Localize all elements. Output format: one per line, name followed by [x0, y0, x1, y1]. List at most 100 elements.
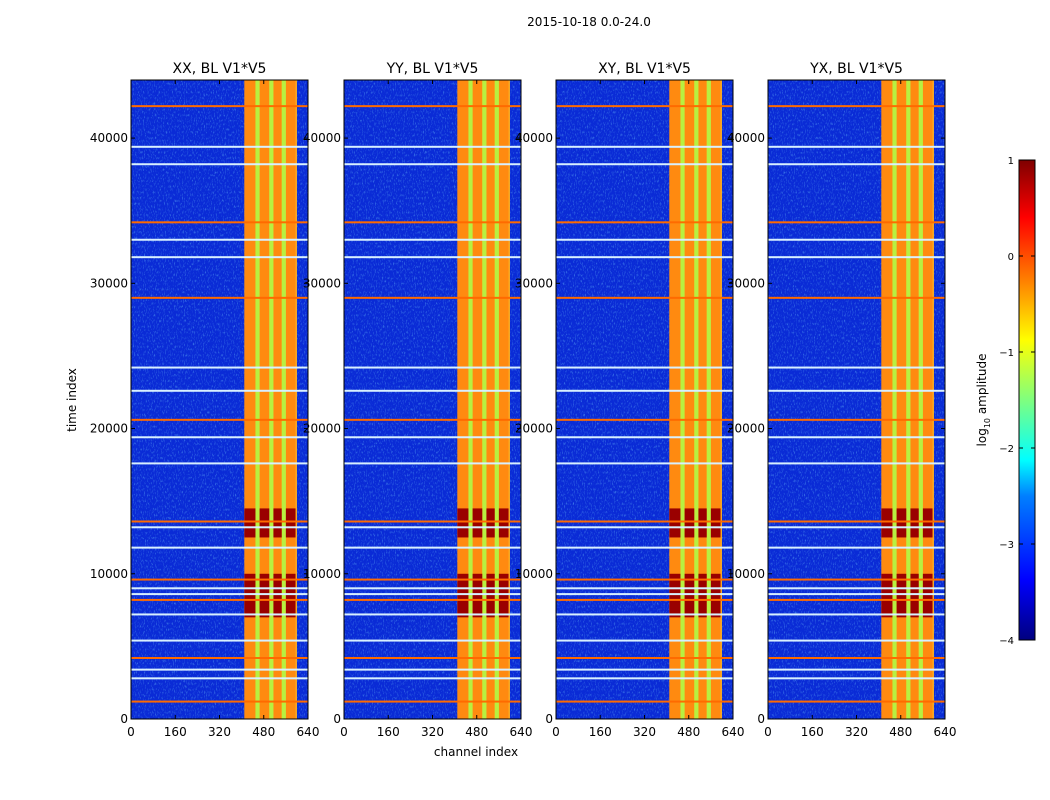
hot-region-2-3 [910, 508, 919, 538]
band-gap-1 [468, 80, 473, 719]
hot-region-2-4 [710, 508, 721, 538]
rfi-row [768, 639, 945, 642]
rfi-row [768, 256, 945, 259]
panel-1: XX, BL V1*V5 0 160 320 480 640 0 10000 20000 3000… [90, 61, 320, 739]
hot-region-1-2 [896, 573, 907, 618]
colorbar-tick-label: 0 [1008, 252, 1014, 263]
panel-title: XX, BL V1*V5 [173, 61, 267, 77]
y-tick-label: 40000 [727, 131, 765, 145]
hot-region-1-1 [669, 573, 681, 618]
colorbar-label: log10 amplitude [975, 354, 992, 447]
rfi-row [768, 657, 945, 660]
panel-title: YX, BL V1*V5 [809, 61, 903, 77]
rfi-row [344, 296, 521, 299]
rfi-row [131, 546, 308, 549]
strong-band-1 [881, 80, 893, 719]
y-tick-label: 30000 [515, 276, 553, 290]
hot-region-2-4 [285, 508, 296, 538]
rfi-row [768, 418, 945, 421]
panel-4: YX, BL V1*V5 0 160 320 480 640 0 10000 20000 3000… [727, 61, 957, 739]
rfi-row [131, 221, 308, 224]
band-gap-3 [706, 80, 711, 719]
hot-region-2-2 [259, 508, 270, 538]
hot-region-1-4 [285, 573, 296, 618]
rfi-row [131, 163, 308, 166]
y-tick-label: 20000 [727, 422, 765, 436]
x-tick-label: 0 [127, 725, 135, 739]
rfi-row [344, 593, 521, 596]
rfi-row [768, 238, 945, 241]
rfi-row [556, 221, 733, 224]
x-tick-label: 0 [552, 725, 560, 739]
rfi-row [344, 163, 521, 166]
rfi-row [131, 520, 308, 523]
rfi-row [131, 256, 308, 259]
rfi-row [131, 700, 308, 703]
colorbar-label-base: log [975, 428, 989, 446]
rfi-row [768, 221, 945, 224]
hot-region-2-2 [472, 508, 483, 538]
colorbar: 10−1−2−3−4 log10 amplitude [975, 156, 1036, 647]
strong-band-1 [669, 80, 681, 719]
x-tick-label: 640 [297, 725, 320, 739]
rfi-row [131, 389, 308, 392]
rfi-row [131, 238, 308, 241]
rfi-row [556, 296, 733, 299]
x-tick-label: 640 [510, 725, 533, 739]
y-tick-label: 20000 [90, 422, 128, 436]
y-tick-label: 30000 [727, 276, 765, 290]
strong-band-1 [244, 80, 256, 719]
colorbar-tick-label: 1 [1008, 156, 1014, 167]
rfi-row [131, 366, 308, 369]
rfi-row [768, 163, 945, 166]
strong-band-4 [285, 80, 296, 719]
strong-band-2 [896, 80, 907, 719]
rfi-row [768, 593, 945, 596]
rfi-row [768, 105, 945, 108]
rfi-row [768, 436, 945, 439]
colorbar-label-suffix: amplitude [975, 354, 989, 418]
x-tick-label: 640 [934, 725, 957, 739]
rfi-row [131, 677, 308, 680]
rfi-row [344, 256, 521, 259]
hot-region-1-1 [457, 573, 469, 618]
y-tick-label: 0 [333, 712, 341, 726]
strong-band-3 [273, 80, 282, 719]
y-tick-label: 40000 [303, 131, 341, 145]
x-tick-label: 640 [722, 725, 745, 739]
rfi-row [556, 613, 733, 616]
rfi-row [344, 221, 521, 224]
hot-region-2-3 [698, 508, 707, 538]
rfi-row [131, 668, 308, 671]
y-tick-label: 10000 [303, 567, 341, 581]
y-tick-label: 40000 [515, 131, 553, 145]
rfi-row [556, 256, 733, 259]
rfi-row [768, 389, 945, 392]
strong-band-3 [698, 80, 707, 719]
colorbar-gradient [1018, 159, 1036, 641]
rfi-row [131, 418, 308, 421]
strong-band-4 [498, 80, 509, 719]
hot-region-1-4 [922, 573, 933, 618]
rfi-row [556, 657, 733, 660]
panel-title: YY, BL V1*V5 [386, 61, 479, 77]
colorbar-tick-label: −2 [999, 444, 1014, 455]
y-tick-label: 10000 [515, 567, 553, 581]
rfi-row [556, 389, 733, 392]
rfi-row [131, 613, 308, 616]
strong-band-2 [684, 80, 695, 719]
rfi-row [131, 526, 308, 529]
band-gap-2 [694, 80, 699, 719]
rfi-row [131, 296, 308, 299]
rfi-row [131, 639, 308, 642]
colorbar-tick-label: −3 [999, 540, 1014, 551]
rfi-row [344, 366, 521, 369]
band-gap-2 [269, 80, 274, 719]
hot-region-1-3 [486, 573, 495, 618]
rfi-row [556, 639, 733, 642]
x-tick-label: 480 [677, 725, 700, 739]
hot-region-2-4 [922, 508, 933, 538]
colorbar-tick-label: −1 [999, 348, 1014, 359]
rfi-row [556, 436, 733, 439]
